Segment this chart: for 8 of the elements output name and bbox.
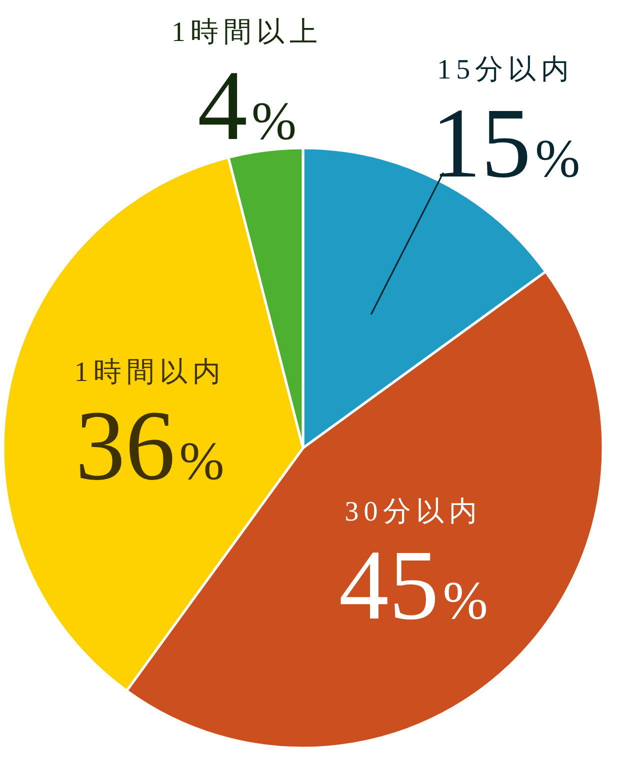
slice-label: 15分以内 (437, 54, 574, 86)
slice-label: 30分以内 (344, 496, 482, 528)
data-label: 4% (198, 50, 297, 161)
slice-label: 1時間以内 (74, 356, 226, 388)
data-label: 15% (431, 88, 580, 199)
data-label: 36% (75, 390, 224, 501)
data-label: 45% (338, 529, 488, 640)
slice-label: 1時間以上 (172, 16, 323, 48)
